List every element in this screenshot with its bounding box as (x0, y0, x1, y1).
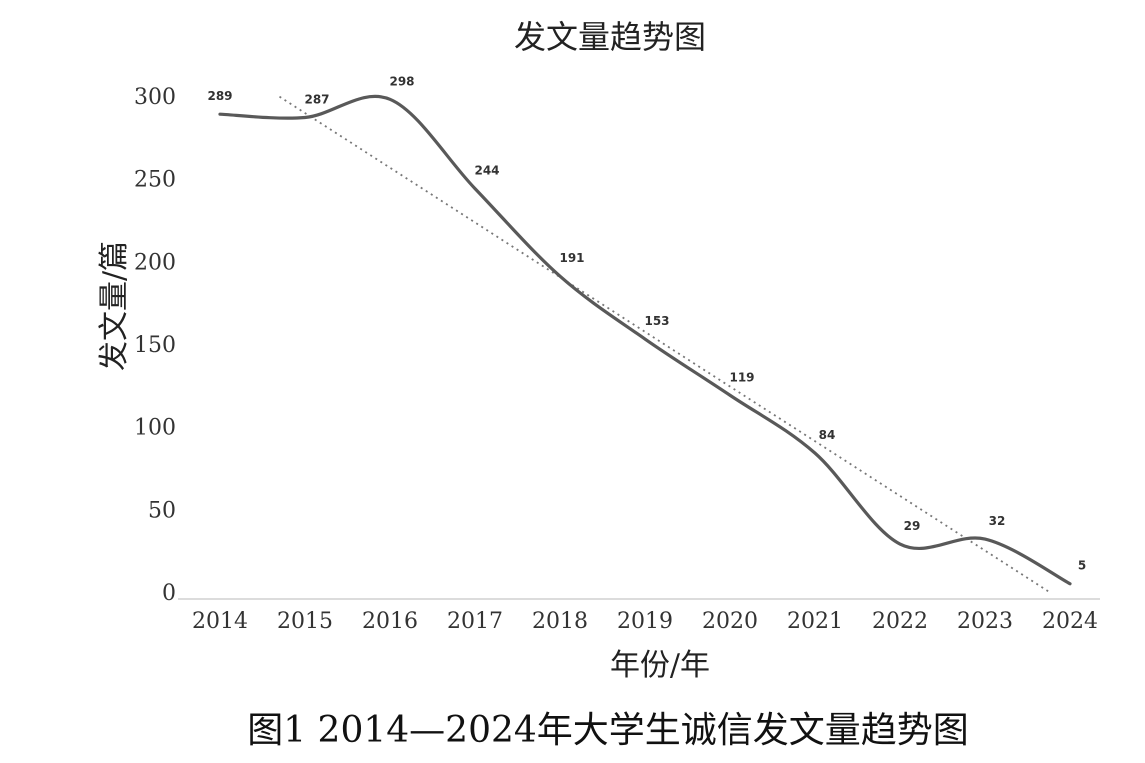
data-label: 191 (559, 251, 584, 265)
y-axis-ticks: 0 50 100 150 200 250 300 (134, 85, 176, 606)
y-tick-label: 200 (134, 250, 176, 275)
x-tick-label: 2024 (1042, 609, 1098, 634)
x-tick-label: 2015 (277, 609, 333, 634)
data-label: 287 (304, 92, 329, 106)
y-axis-label: 发文量/篇 (97, 241, 132, 371)
x-tick-label: 2019 (617, 609, 673, 634)
data-label: 84 (819, 428, 836, 442)
x-tick-label: 2017 (447, 609, 503, 634)
series-line (218, 94, 1072, 586)
data-labels: 289 287 298 244 191 153 119 84 29 32 5 (207, 74, 1086, 572)
y-tick-label: 250 (134, 168, 176, 193)
x-tick-label: 2018 (532, 609, 588, 634)
data-label: 119 (729, 370, 754, 384)
y-tick-label: 300 (134, 85, 176, 110)
figure-caption: 图1 2014—2024年大学生诚信发文量趋势图 (247, 710, 969, 751)
x-tick-label: 2020 (702, 609, 758, 634)
x-tick-label: 2016 (362, 609, 418, 634)
y-tick-label: 50 (148, 498, 176, 523)
x-axis-ticks: 2014 2015 2016 2017 2018 2019 2020 2021 2022 2023… (192, 609, 1098, 634)
y-tick-label: 0 (162, 581, 176, 606)
x-tick-label: 2021 (787, 609, 843, 634)
x-tick-label: 2022 (872, 609, 928, 634)
x-tick-label: 2014 (192, 609, 248, 634)
data-label: 298 (389, 74, 414, 88)
x-tick-label: 2023 (957, 609, 1013, 634)
data-label: 244 (474, 164, 499, 178)
data-label: 5 (1078, 559, 1086, 573)
trend-line (279, 95, 1050, 593)
data-label: 29 (904, 519, 921, 533)
y-tick-label: 150 (134, 333, 176, 358)
chart-title: 发文量趋势图 (514, 18, 706, 56)
data-label: 153 (644, 314, 669, 328)
data-label: 32 (989, 514, 1006, 528)
x-axis-label: 年份/年 (610, 648, 710, 683)
y-tick-label: 100 (134, 416, 176, 441)
data-label: 289 (207, 89, 232, 103)
